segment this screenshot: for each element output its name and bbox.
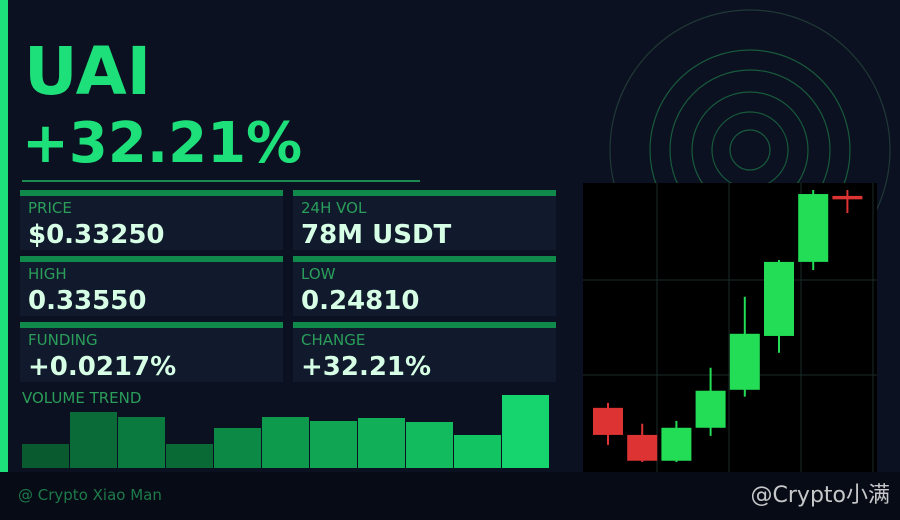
volume-chart xyxy=(22,395,549,468)
stat-card-top xyxy=(293,256,556,262)
stat-value: 78M USDT xyxy=(301,220,452,250)
stat-card-top xyxy=(20,322,283,328)
volume-bar xyxy=(358,418,405,468)
stat-value: +32.21% xyxy=(301,352,431,382)
volume-bar xyxy=(406,422,453,468)
stat-label: LOW xyxy=(301,265,336,283)
candlestick-chart xyxy=(593,190,863,462)
stat-label: 24H VOL xyxy=(301,199,367,217)
volume-bar xyxy=(118,417,165,468)
volume-bar xyxy=(262,417,309,468)
volume-bar xyxy=(454,435,501,468)
volume-bar xyxy=(310,421,357,468)
footer xyxy=(0,472,900,520)
stat-value: 0.24810 xyxy=(301,286,419,316)
stat-label: HIGH xyxy=(28,265,67,283)
stat-card xyxy=(293,190,556,250)
author: @ Crypto Xiao Man xyxy=(18,486,162,504)
volume-bar xyxy=(22,444,69,468)
candle-body xyxy=(764,261,794,336)
accent-strip xyxy=(0,0,8,472)
stat-label: PRICE xyxy=(28,199,72,217)
stat-value: 0.33550 xyxy=(28,286,146,316)
chart-panel xyxy=(583,183,877,472)
candle-body xyxy=(593,407,623,435)
candle-body xyxy=(729,333,760,390)
stat-card xyxy=(20,190,283,250)
volume-bar xyxy=(70,412,117,468)
stat-value: $0.33250 xyxy=(28,220,165,250)
stat-card xyxy=(293,322,556,382)
stat-value: +0.0217% xyxy=(28,352,176,382)
stat-card xyxy=(20,256,283,316)
stat-card-top xyxy=(20,190,283,196)
stat-card-top xyxy=(293,322,556,328)
candle-body xyxy=(798,194,829,262)
volume-bar xyxy=(214,428,261,468)
volume-bar xyxy=(166,444,213,468)
stat-card xyxy=(20,322,283,382)
symbol: UAI xyxy=(24,33,151,110)
volume-label: VOLUME TREND xyxy=(22,389,141,407)
candle-body xyxy=(832,195,863,200)
candle-body xyxy=(661,427,692,461)
candle-body xyxy=(627,434,658,461)
stat-card-top xyxy=(293,190,556,196)
volume-bar xyxy=(502,395,549,468)
change-headline: +32.21% xyxy=(22,111,302,176)
watermark: @Crypto小满 xyxy=(751,483,890,508)
candle-body xyxy=(695,390,726,428)
stat-card-top xyxy=(20,256,283,262)
stat-card xyxy=(293,256,556,316)
stat-label: CHANGE xyxy=(301,331,365,349)
stat-label: FUNDING xyxy=(28,331,98,349)
stats: PRICE $0.33250 24H VOL 78M USDT HIGH 0.33550 L… xyxy=(20,190,556,382)
